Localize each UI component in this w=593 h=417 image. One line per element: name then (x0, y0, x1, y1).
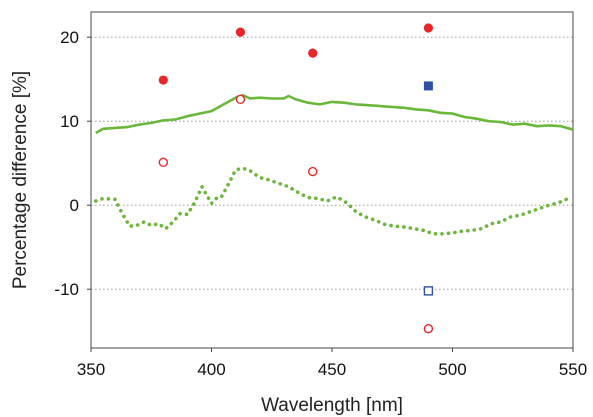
data-point-filled-circle (423, 23, 433, 33)
data-point-open-circle (158, 157, 169, 168)
series-marker-filled-circle (158, 23, 433, 85)
x-axis-label: Wavelength [nm] (261, 395, 403, 416)
y-axis-label: Percentage difference [%] (10, 71, 31, 289)
data-point-open-circle (308, 166, 318, 177)
y-tick-label: 0 (70, 196, 79, 215)
data-point-open-square (423, 286, 434, 296)
series-line-dotted (94, 166, 571, 236)
x-tick-label: 400 (197, 360, 225, 379)
y-tick-label: -10 (54, 280, 79, 299)
series-line-dotted (94, 166, 571, 236)
tick-labels: 350 400 450 500 550 -10 0 10 20 (54, 28, 587, 379)
x-tick-label: 450 (318, 360, 346, 379)
x-tick-label: 550 (559, 360, 587, 379)
data-point-open-circle (235, 94, 246, 105)
y-tick-label: 20 (60, 28, 79, 47)
data-point-filled-square (423, 81, 433, 91)
series-marker-filled-square (423, 81, 433, 91)
gridlines (91, 36, 573, 290)
series-marker-open-square (423, 286, 434, 296)
series-marker-open-circle (158, 94, 434, 334)
x-tick-label: 350 (77, 360, 105, 379)
series-layer (94, 23, 574, 334)
series-line-solid (95, 93, 574, 135)
y-tick-label: 10 (60, 112, 79, 131)
data-point-filled-circle (308, 48, 318, 58)
series-line-solid (95, 93, 574, 135)
data-point-filled-circle (158, 75, 168, 85)
data-point-filled-circle (235, 27, 246, 37)
x-tick-label: 500 (438, 360, 466, 379)
data-point-open-circle (423, 323, 434, 334)
